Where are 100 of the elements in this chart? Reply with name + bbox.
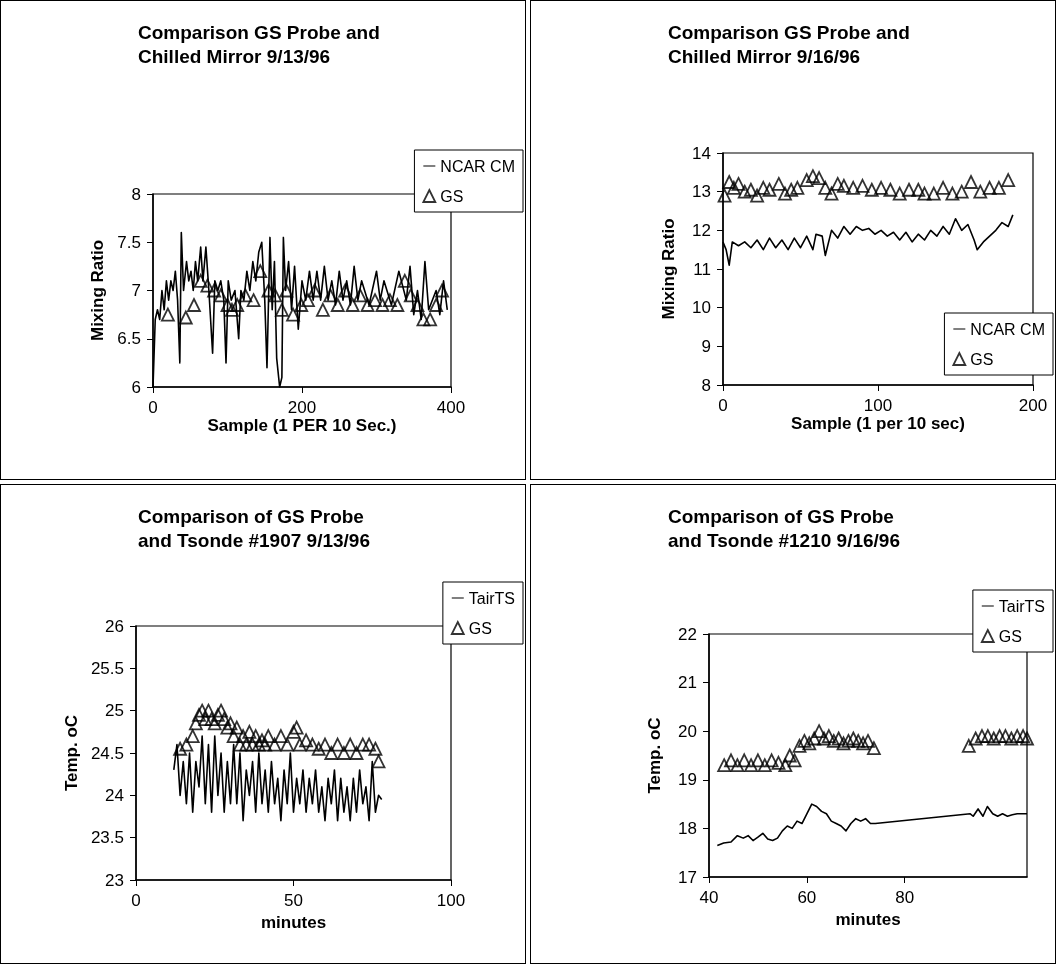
point <box>229 720 244 735</box>
point <box>973 184 988 199</box>
point <box>248 729 263 743</box>
y-tick-label: 23 <box>105 870 124 890</box>
point <box>323 288 338 303</box>
point <box>435 283 449 298</box>
y-tick-label: 9 <box>701 336 711 356</box>
point <box>864 182 879 197</box>
point <box>1004 731 1019 746</box>
point <box>253 264 268 279</box>
point <box>1001 173 1016 187</box>
point <box>286 307 300 322</box>
point <box>289 720 304 735</box>
y-tick-label: 21 <box>678 673 697 693</box>
point <box>337 746 351 760</box>
point <box>345 298 360 312</box>
point <box>787 753 802 768</box>
point <box>292 737 307 752</box>
point <box>390 298 405 312</box>
point <box>239 737 254 752</box>
point <box>722 175 737 189</box>
point <box>762 182 777 197</box>
point <box>371 754 386 769</box>
point <box>368 741 383 756</box>
point <box>1010 729 1025 743</box>
legend-label: GS <box>970 350 994 368</box>
point <box>360 298 375 312</box>
point <box>261 729 276 743</box>
point <box>178 310 193 325</box>
point <box>756 180 771 195</box>
point <box>751 753 765 768</box>
point <box>353 288 368 303</box>
point <box>242 724 257 739</box>
point <box>311 741 326 756</box>
point <box>818 180 833 195</box>
legend-label: GS <box>440 187 464 205</box>
x-tick-label: 60 <box>797 888 817 907</box>
point <box>258 737 273 752</box>
point <box>355 737 370 752</box>
point <box>911 182 926 197</box>
x-tick-label: 40 <box>699 888 719 907</box>
point <box>724 753 738 768</box>
point <box>410 298 425 312</box>
point <box>802 736 817 751</box>
y-tick-label: 12 <box>692 220 711 240</box>
point <box>797 734 812 748</box>
point <box>986 731 1001 746</box>
point <box>750 188 764 203</box>
point <box>236 729 250 743</box>
point <box>318 737 332 752</box>
x-tick-label: 400 <box>436 398 466 417</box>
point <box>255 733 269 748</box>
point <box>980 729 995 743</box>
point <box>799 173 814 187</box>
point <box>294 298 309 312</box>
y-tick-label: 22 <box>678 624 697 644</box>
point <box>771 755 786 770</box>
y-tick-label: 19 <box>678 770 697 790</box>
point <box>737 753 752 768</box>
y-axis-title: Mixing Ratio <box>88 239 108 342</box>
point <box>330 737 345 752</box>
point <box>817 731 831 746</box>
point <box>744 758 758 773</box>
point <box>936 180 950 195</box>
chart-title: Comparison GS Probe and Chilled Mirror 9/13/96 <box>138 21 386 67</box>
point <box>874 180 888 195</box>
point <box>866 741 881 756</box>
point <box>836 736 851 751</box>
point <box>975 729 989 743</box>
point <box>217 712 232 727</box>
y-tick-label: 11 <box>693 259 711 279</box>
point <box>968 731 983 746</box>
point <box>982 180 997 195</box>
y-tick-label: 20 <box>678 721 697 741</box>
legend-label: TairTS <box>998 597 1046 615</box>
point <box>1020 731 1034 746</box>
y-tick-label: 24.5 <box>90 743 124 763</box>
point <box>902 182 916 197</box>
x-axis-title: minutes <box>835 909 901 929</box>
point <box>764 753 779 768</box>
point <box>1016 729 1030 743</box>
point <box>307 283 322 298</box>
point <box>375 298 390 312</box>
point <box>821 729 836 743</box>
point <box>744 182 758 197</box>
point <box>926 186 941 201</box>
point <box>807 731 822 746</box>
point <box>416 312 431 327</box>
point <box>279 283 294 298</box>
point <box>204 712 219 727</box>
point <box>792 738 807 753</box>
point <box>961 738 976 753</box>
y-tick-label: 24 <box>105 785 124 805</box>
point <box>261 283 276 298</box>
point <box>338 283 353 298</box>
point <box>383 293 397 308</box>
point <box>846 731 861 746</box>
y-tick-label: 7.5 <box>117 232 141 252</box>
point <box>846 180 861 195</box>
point <box>771 177 786 191</box>
